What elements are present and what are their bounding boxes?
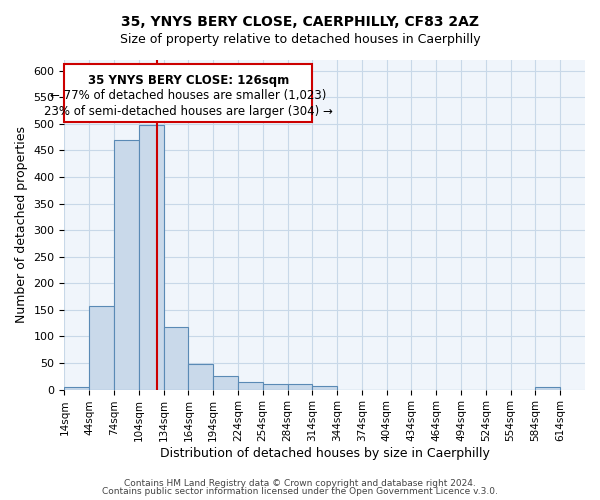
Y-axis label: Number of detached properties: Number of detached properties: [15, 126, 28, 324]
Bar: [287, 384, 313, 390]
Text: Contains public sector information licensed under the Open Government Licence v.: Contains public sector information licen…: [102, 487, 498, 496]
Bar: [313, 386, 337, 390]
Bar: [139, 126, 164, 390]
Text: 35, YNYS BERY CLOSE, CAERPHILLY, CF83 2AZ: 35, YNYS BERY CLOSE, CAERPHILLY, CF83 2A…: [121, 15, 479, 29]
Text: Size of property relative to detached houses in Caerphilly: Size of property relative to detached ho…: [119, 32, 481, 46]
X-axis label: Distribution of detached houses by size in Caerphilly: Distribution of detached houses by size …: [160, 447, 490, 460]
Bar: [89, 306, 114, 390]
Text: 35 YNYS BERY CLOSE: 126sqm: 35 YNYS BERY CLOSE: 126sqm: [88, 74, 289, 86]
Bar: [263, 384, 287, 390]
Text: ← 77% of detached houses are smaller (1,023): ← 77% of detached houses are smaller (1,…: [50, 90, 326, 102]
Bar: [164, 327, 188, 390]
Bar: [213, 376, 238, 390]
Bar: [114, 140, 139, 390]
Bar: [535, 387, 560, 390]
Bar: [238, 382, 263, 390]
Bar: [64, 387, 89, 390]
Bar: [64, 64, 313, 122]
Text: 23% of semi-detached houses are larger (304) →: 23% of semi-detached houses are larger (…: [44, 105, 333, 118]
Bar: [188, 364, 213, 390]
Text: Contains HM Land Registry data © Crown copyright and database right 2024.: Contains HM Land Registry data © Crown c…: [124, 478, 476, 488]
